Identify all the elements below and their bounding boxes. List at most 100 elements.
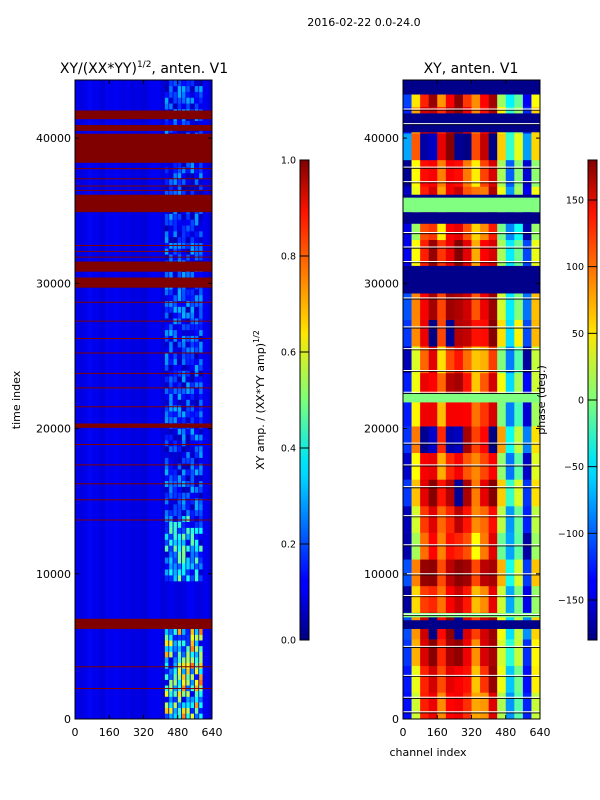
heatmap-cell: [445, 559, 455, 587]
heatmap-cell: [186, 271, 190, 278]
heatmap-cell: [177, 469, 182, 476]
y-tick-label: 20000: [364, 423, 399, 436]
heatmap-cell: [190, 492, 195, 499]
heatmap-cell: [403, 479, 412, 507]
heatmap-cell: [190, 673, 195, 680]
heatmap-cell: [454, 692, 464, 719]
heatmap-cell: [173, 347, 177, 354]
heatmap-cell: [190, 399, 195, 406]
heatmap-cell: [186, 557, 190, 564]
heatmap-cell: [462, 559, 472, 587]
heatmap-cell: [522, 665, 532, 693]
heatmap-cell: [522, 506, 532, 533]
heatmap-cell: [194, 225, 199, 232]
heatmap-cell: [164, 463, 169, 470]
heatmap-cell: [462, 426, 472, 454]
heatmap-cell: [497, 426, 507, 454]
heatmap-cell: [164, 651, 169, 658]
heatmap-cell: [177, 533, 182, 540]
heatmap-cell: [164, 172, 169, 180]
heatmap-cell: [169, 475, 173, 482]
heatmap-cell: [199, 300, 203, 307]
heatmap-cell: [190, 440, 195, 447]
heatmap-cell: [420, 426, 429, 454]
heatmap-cell: [186, 475, 190, 482]
heatmap-cell: [462, 239, 472, 267]
heatmap-cell: [514, 399, 524, 427]
heatmap-cell: [182, 353, 186, 360]
heatmap-cell: [190, 533, 195, 540]
heatmap-cell: [177, 451, 182, 458]
heatmap-cell: [522, 319, 532, 347]
heatmap-cell: [505, 319, 515, 347]
heatmap-cell: [186, 463, 190, 470]
heatmap-cell: [169, 662, 173, 669]
heatmap-cell: [186, 231, 190, 238]
heatmap-cell: [190, 353, 195, 360]
heatmap-cell: [177, 184, 182, 191]
heatmap-cell: [173, 271, 177, 278]
heatmap-cell: [173, 551, 177, 558]
amp-axis-ticks: 0 160 320 480 640 0 10000 20000 30000 40000: [36, 80, 223, 739]
heatmap-cell: [471, 133, 481, 161]
heatmap-cell: [182, 702, 186, 709]
heatmap-cell: [190, 469, 195, 476]
heatmap-cell: [531, 319, 540, 347]
heatmap-cell: [177, 651, 182, 658]
heatmap-cell: [169, 172, 173, 180]
heatmap-cell: [190, 527, 195, 534]
heatmap-cell: [173, 702, 177, 709]
heatmap-cell: [186, 312, 190, 319]
heatmap-cell: [199, 504, 203, 511]
heatmap-cell: [194, 475, 199, 482]
heatmap-cell: [169, 527, 173, 534]
heatmap-cell: [194, 673, 199, 680]
heatmap-cell: [169, 557, 173, 564]
heatmap-cell: [514, 133, 524, 161]
heatmap-cell: [177, 312, 182, 319]
heatmap-cell: [190, 97, 195, 104]
heatmap-cell: [190, 172, 195, 180]
heatmap-cell: [190, 312, 195, 319]
heatmap-cell: [177, 569, 182, 576]
heatmap-cell: [177, 690, 182, 697]
heatmap-cell: [164, 539, 169, 546]
heatmap-cell: [177, 696, 182, 703]
phase-axis-ticks: 0 160 320 480 640 0 10000 20000 30000 40000: [364, 80, 551, 739]
heatmap-cell: [173, 184, 177, 191]
heatmap-cell: [190, 329, 195, 336]
heatmap-cell: [164, 411, 169, 418]
heatmap-column: [87, 80, 93, 719]
heatmap-cell: [199, 341, 203, 348]
heatmap-cell: [199, 551, 203, 558]
heatmap-cell: [403, 692, 412, 719]
heatmap-cell: [445, 692, 455, 719]
heatmap-cell: [177, 707, 182, 714]
heatmap-cell: [199, 628, 203, 635]
heatmap-cell: [480, 319, 489, 347]
heatmap-cell: [437, 399, 447, 427]
heatmap-cell: [505, 372, 515, 400]
heatmap-cell: [164, 184, 169, 191]
heatmap-cell: [194, 551, 199, 558]
heatmap-cell: [403, 293, 412, 320]
heatmap-cell: [177, 416, 182, 424]
colorbar-tick-label: 0.2: [281, 540, 296, 551]
heatmap-cell: [169, 521, 173, 528]
heatmap-cell: [531, 239, 540, 267]
heatmap-cell: [177, 457, 182, 464]
heatmap-cell: [505, 399, 515, 427]
heatmap-cell: [164, 527, 169, 534]
heatmap-cell: [182, 707, 186, 714]
heatmap-cell: [177, 294, 182, 302]
heatmap-cell: [437, 692, 447, 719]
heatmap-cell: [190, 509, 195, 516]
heatmap-cell: [194, 679, 199, 686]
heatmap-cell: [182, 662, 186, 669]
heatmap-cell: [505, 159, 515, 187]
heatmap-column: [109, 80, 114, 719]
heatmap-cell: [164, 707, 169, 714]
heatmap-cell: [428, 426, 438, 454]
heatmap-cell: [411, 692, 421, 719]
heatmap-cell: [199, 184, 203, 191]
